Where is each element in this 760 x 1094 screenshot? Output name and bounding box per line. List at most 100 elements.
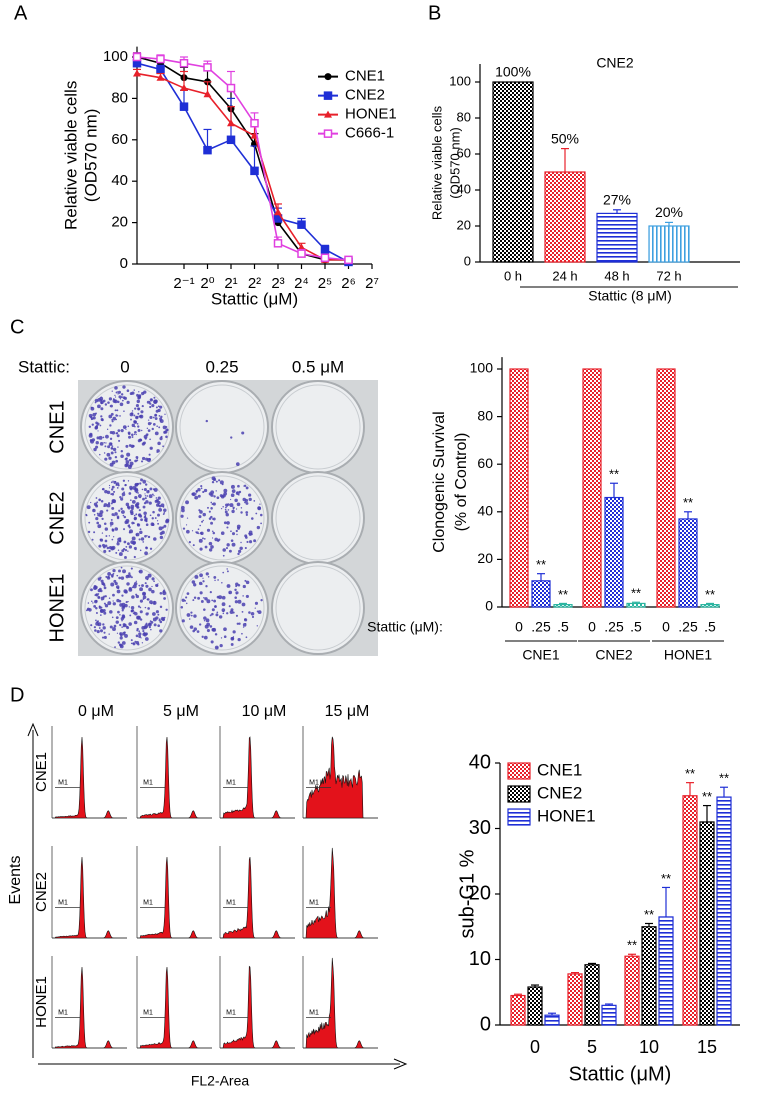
colony xyxy=(131,586,134,589)
colony xyxy=(110,412,114,416)
colony xyxy=(207,576,210,578)
bar xyxy=(492,81,534,263)
colony xyxy=(245,580,250,585)
colony xyxy=(195,489,198,493)
colony xyxy=(88,608,92,612)
colony xyxy=(99,538,104,542)
colony xyxy=(242,584,246,589)
colony xyxy=(90,588,93,592)
colony xyxy=(231,532,236,536)
x-tick-label: 2⁵ xyxy=(318,275,333,292)
colony xyxy=(254,607,256,609)
colony xyxy=(108,597,111,599)
bar xyxy=(509,368,529,608)
colony xyxy=(92,509,95,511)
colony xyxy=(203,635,208,640)
colony xyxy=(128,622,132,626)
colony xyxy=(105,575,108,578)
colony xyxy=(181,505,185,510)
colony xyxy=(159,620,163,624)
colony xyxy=(250,611,255,616)
colony xyxy=(123,589,128,594)
colony xyxy=(88,433,93,438)
colony xyxy=(236,524,241,529)
colony xyxy=(129,461,134,466)
gate-label: M1 xyxy=(143,779,153,786)
colony xyxy=(206,628,210,633)
significance-label: ** xyxy=(685,766,695,781)
colony xyxy=(158,426,161,429)
colony xyxy=(137,407,141,411)
colony xyxy=(240,507,243,509)
colony xyxy=(228,605,231,608)
colony xyxy=(154,517,157,519)
colony xyxy=(93,604,97,608)
colony xyxy=(217,579,219,581)
colony xyxy=(115,585,120,589)
colony xyxy=(121,609,124,612)
colony xyxy=(223,635,227,639)
colony xyxy=(124,457,128,461)
colony xyxy=(208,517,212,520)
colony xyxy=(108,484,111,487)
colony xyxy=(230,493,235,498)
colony xyxy=(159,629,163,633)
colony xyxy=(94,585,98,590)
gate-label: M1 xyxy=(143,899,153,906)
histogram xyxy=(303,736,378,819)
colony xyxy=(112,499,117,504)
colony xyxy=(210,640,214,644)
colony xyxy=(184,599,187,602)
colony xyxy=(85,513,88,516)
colony xyxy=(97,588,101,593)
colony xyxy=(118,395,122,399)
colony xyxy=(136,615,141,620)
colony xyxy=(121,399,124,402)
colony xyxy=(95,607,98,610)
colony xyxy=(204,545,208,549)
colony xyxy=(152,510,155,514)
colony xyxy=(154,413,158,417)
colony xyxy=(156,449,160,453)
significance-label: ** xyxy=(719,771,729,786)
colony xyxy=(127,550,129,552)
colony xyxy=(126,389,130,392)
colony xyxy=(159,532,163,536)
colony xyxy=(209,625,213,628)
colony xyxy=(130,605,135,610)
colony xyxy=(236,622,239,625)
colony xyxy=(141,488,144,491)
colony xyxy=(139,599,143,603)
colony xyxy=(117,446,119,448)
colony xyxy=(123,410,125,412)
colony xyxy=(211,518,214,520)
colony xyxy=(214,579,216,582)
colony xyxy=(162,590,165,594)
colony xyxy=(238,549,242,553)
y-tick-label: 0 xyxy=(480,1013,491,1035)
colony xyxy=(102,623,105,626)
x-tick-label: 24 h xyxy=(552,268,577,283)
colony xyxy=(133,620,138,625)
colony xyxy=(128,572,131,575)
colony xyxy=(93,626,97,629)
colony xyxy=(223,627,227,632)
colony xyxy=(155,406,158,409)
colony xyxy=(130,418,132,421)
colony xyxy=(212,502,216,506)
marker xyxy=(274,208,282,216)
x-tick-label: 2⁷ xyxy=(365,275,379,292)
colony xyxy=(156,425,158,427)
colony xyxy=(133,433,136,436)
arrow-head xyxy=(27,722,39,737)
colony xyxy=(131,436,134,439)
colony xyxy=(241,610,244,613)
colony xyxy=(246,540,249,544)
colony xyxy=(97,593,100,595)
colony xyxy=(91,538,94,541)
colony xyxy=(202,537,204,540)
colony xyxy=(216,647,218,649)
x-tick-label: 2⁰ xyxy=(200,275,214,292)
colony xyxy=(198,515,202,519)
colony xyxy=(146,598,149,601)
